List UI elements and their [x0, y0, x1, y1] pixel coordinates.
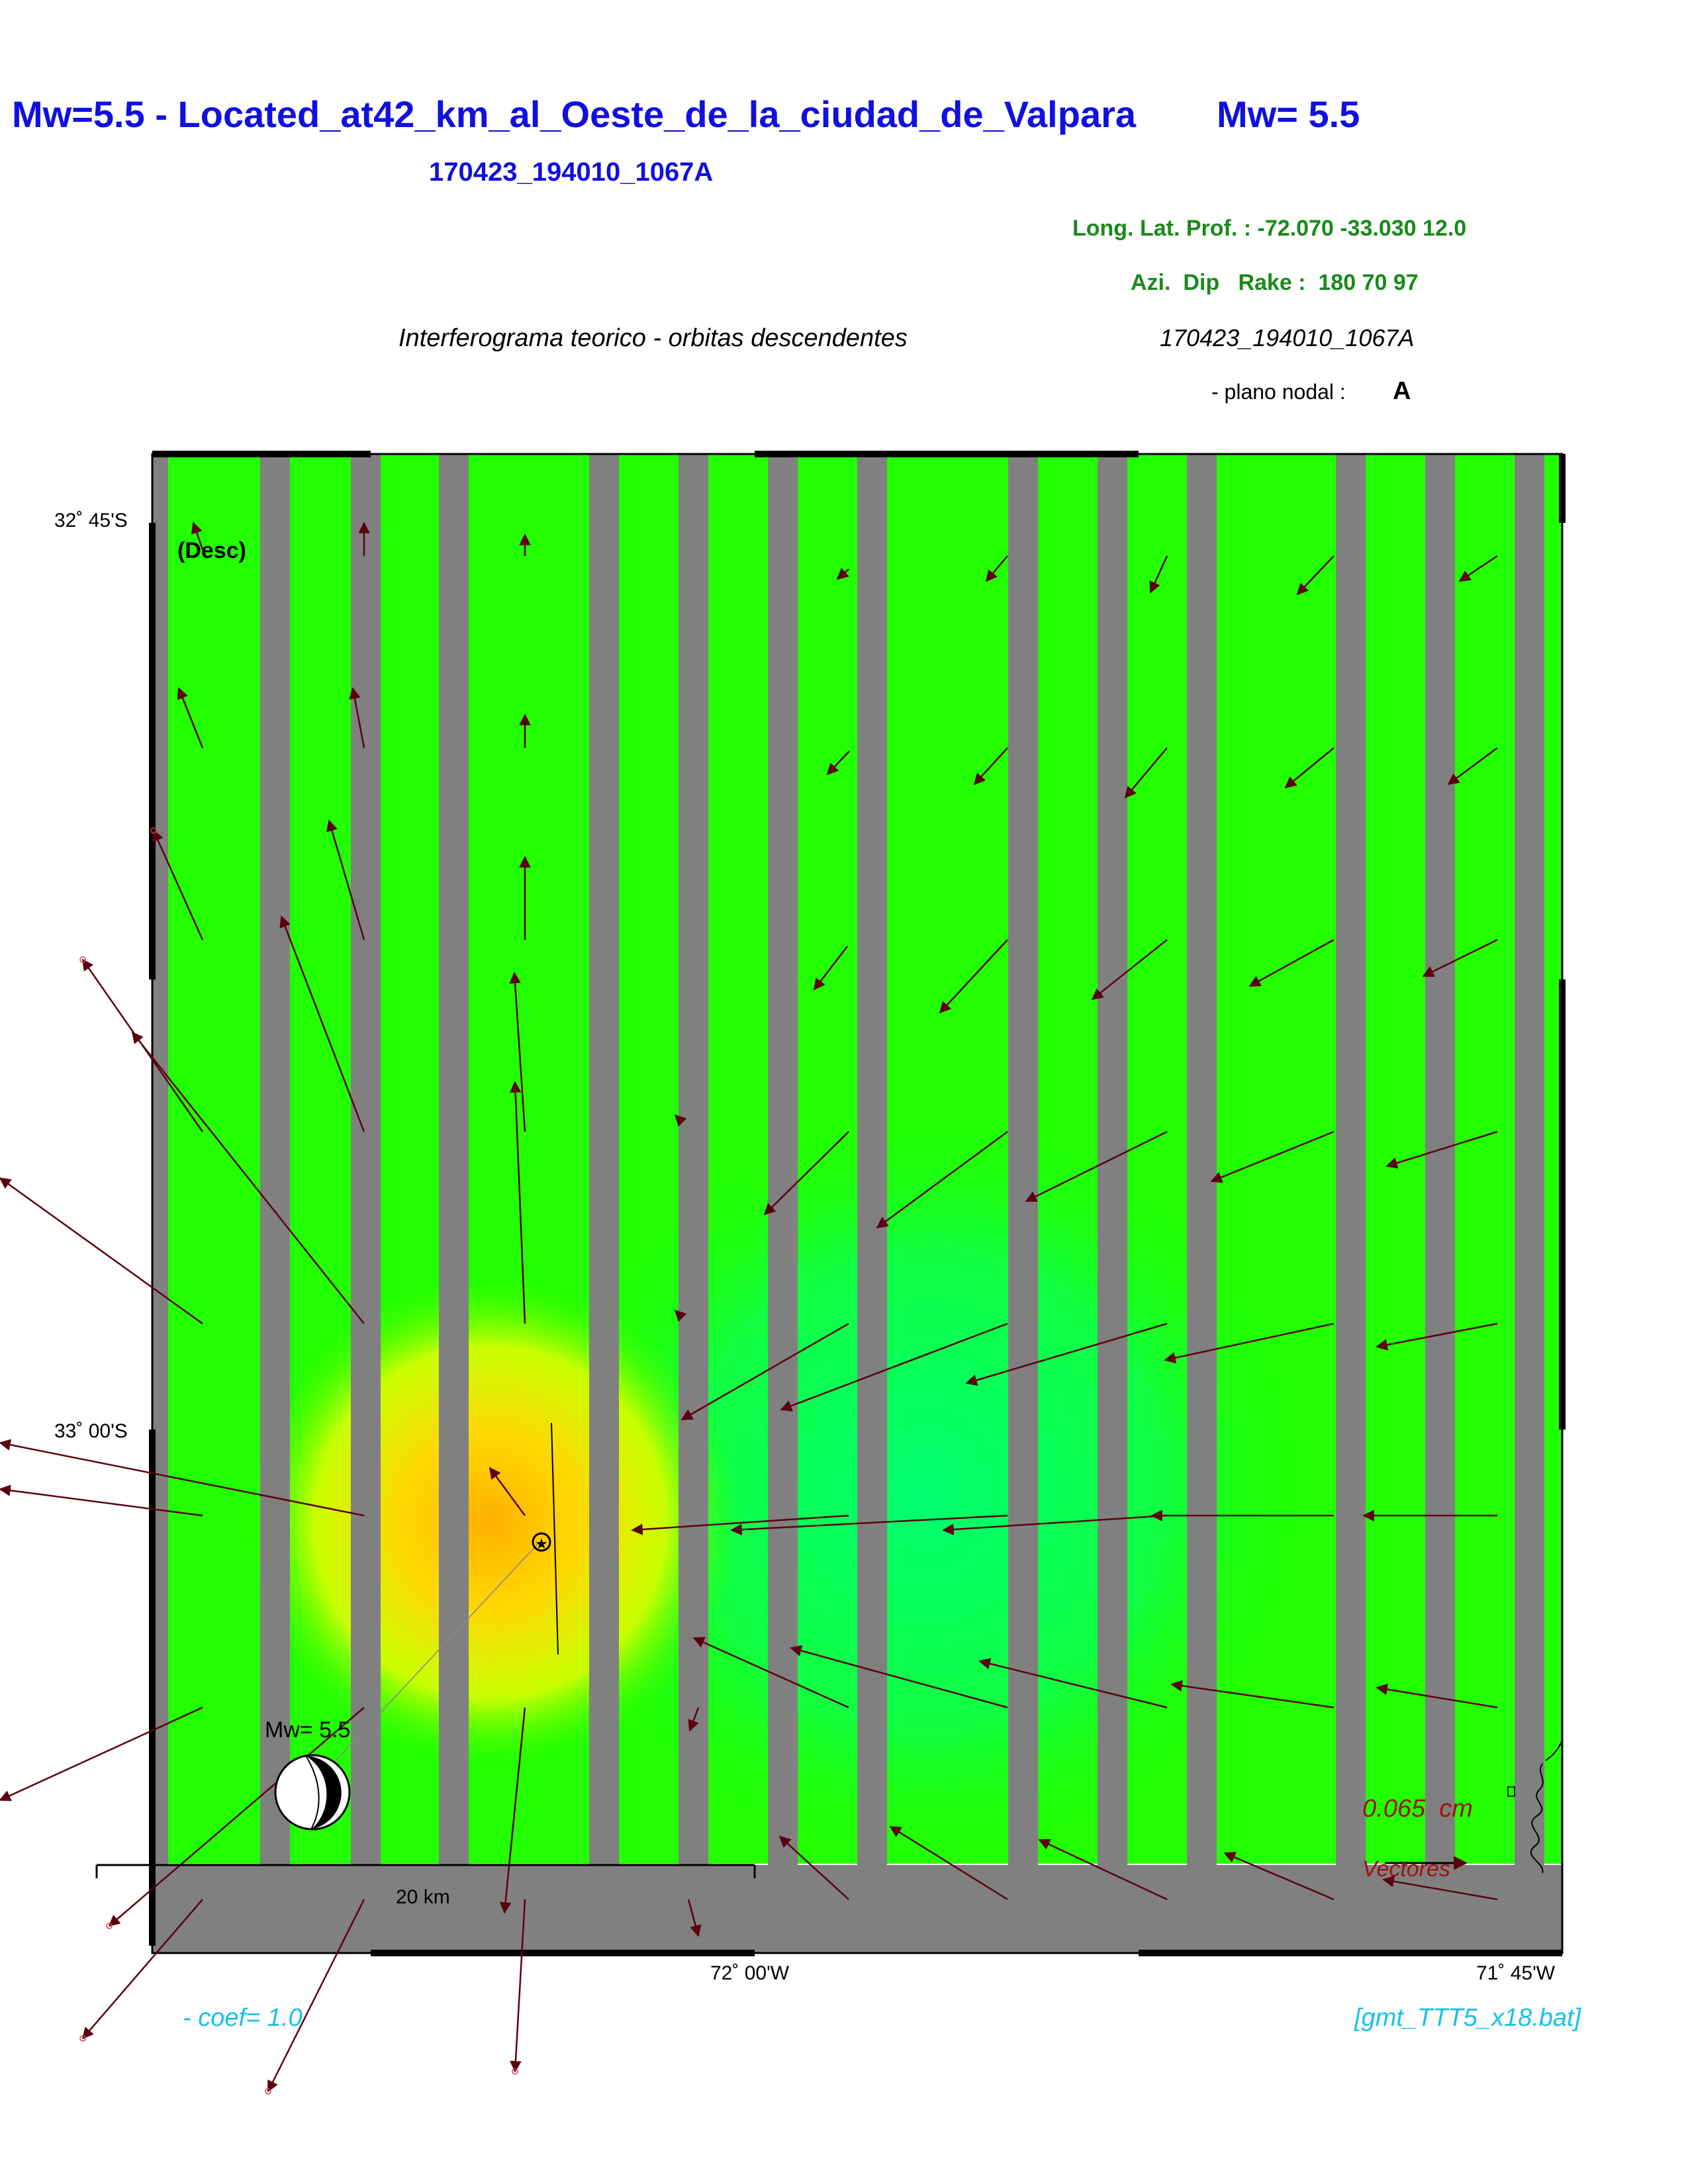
title-right: Mw= 5.5	[1217, 93, 1360, 135]
lon-label-east: 71˚ 45'W	[1476, 1962, 1556, 1984]
lat-label-north: 32˚ 45'S	[54, 510, 128, 531]
script-label: [gmt_TTT5_x18.bat]	[1354, 2004, 1581, 2032]
event-id: 170423_194010_1067A	[429, 158, 714, 187]
epicenter-to-beachball	[310, 1541, 540, 1788]
svg-text:★: ★	[535, 1536, 548, 1553]
mechanism-line: Azi. Dip Rake : 180 70 97	[1131, 270, 1419, 295]
vector-scale-label: Vectores	[1362, 1856, 1450, 1882]
lat-label-south: 33˚ 00'S	[54, 1420, 128, 1442]
fault-trace	[551, 1422, 559, 1655]
plano-nodal-value: A	[1393, 377, 1411, 405]
interferogram-caption: Interferograma teorico - orbitas descend…	[399, 324, 908, 352]
plano-nodal-label: - plano nodal :	[1211, 380, 1346, 404]
epicenter-icon: ★	[532, 1532, 551, 1553]
lon-label-west: 72˚ 00'W	[710, 1962, 790, 1984]
vector-tails	[79, 827, 518, 2095]
focal-mechanism-icon	[274, 1754, 351, 1831]
coords-line: Long. Lat. Prof. : -72.070 -33.030 12.0	[1072, 216, 1467, 241]
displacement-vectors	[0, 522, 1498, 2093]
scale-bar	[95, 1864, 756, 1878]
vector-scale-value: 0.065 cm	[1362, 1795, 1473, 1823]
event-id-italic: 170423_194010_1067A	[1160, 324, 1415, 351]
desc-label: (Desc)	[177, 538, 246, 563]
title-left: Mw=5.5 - Located_at42_km_al_Oeste_de_la_…	[12, 93, 1137, 135]
coef-label: - coef= 1.0	[183, 2004, 303, 2032]
no-data-band	[152, 1865, 1562, 1954]
scale-bar-label: 20 km	[396, 1886, 450, 1908]
beachball-label: Mw= 5.5	[265, 1717, 351, 1743]
data-gap-stripes	[152, 454, 1544, 1867]
coastline	[1530, 1763, 1544, 1874]
